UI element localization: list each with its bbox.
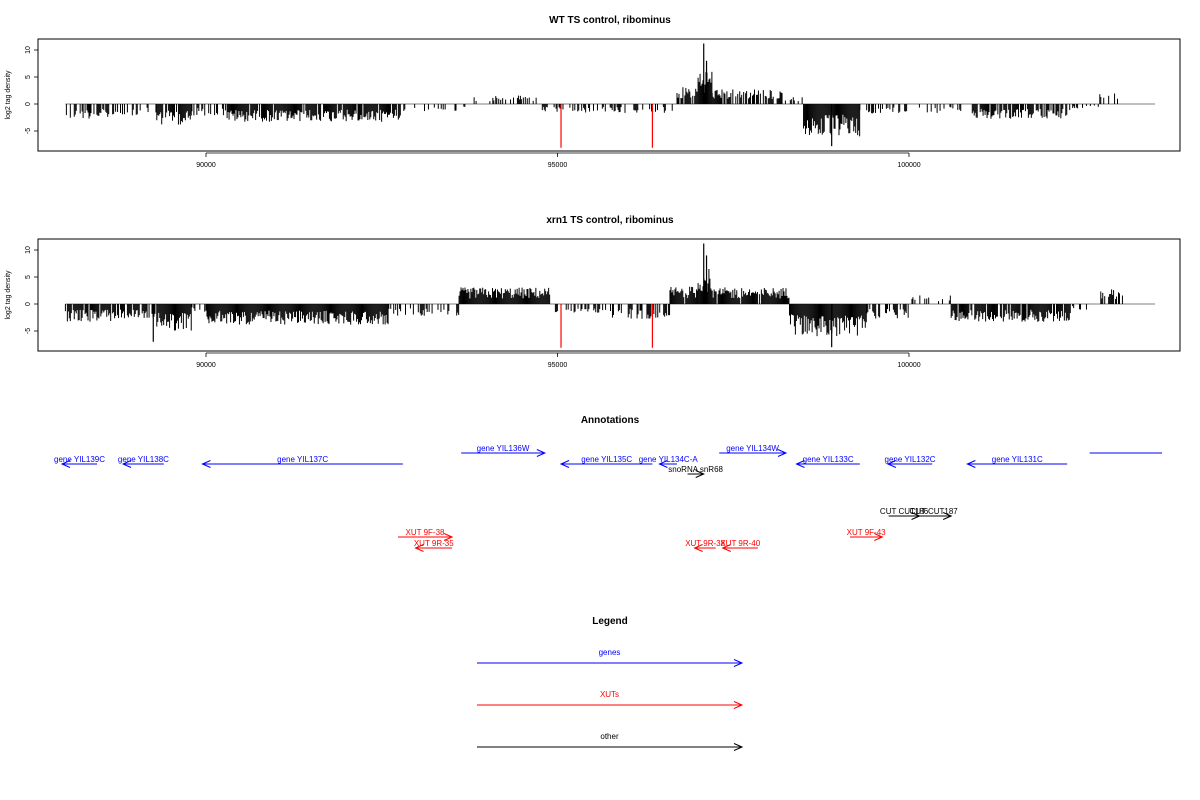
feature-label: gene YIL132C	[885, 455, 936, 464]
arrowhead-left-icon	[795, 460, 805, 468]
feature-label: XUT 9R-35	[414, 539, 454, 548]
annotations-track: Annotations gene YIL139C gene YIL138C gene…	[54, 415, 1163, 552]
y-tick-label: 10	[25, 246, 32, 254]
legend: Legend genes XUTs other	[477, 616, 744, 751]
y-axis-label: log2 tag density	[5, 270, 12, 320]
arrowhead-left-icon	[721, 544, 731, 552]
track-xrn1: xrn1 TS control, ribominus log2 tag dens…	[5, 215, 1181, 369]
feature-label: gene YIL134W	[726, 444, 779, 453]
x-tick-label: 95000	[548, 362, 568, 369]
feature-xut-9f-38: XUT 9F-38	[397, 528, 454, 541]
legend-label: other	[600, 732, 619, 741]
legend-label: genes	[599, 648, 621, 657]
feature-gene-yil132c: gene YIL132C	[885, 455, 936, 468]
y-tick-label: 0	[25, 302, 32, 306]
feature-gene-yil131c: gene YIL131C	[966, 455, 1068, 468]
y-tick-label: 10	[25, 46, 32, 54]
feature-label: snoRNA snR68	[668, 465, 723, 474]
feature-label: gene YIL131C	[992, 455, 1043, 464]
feature-xut-9r-40: XUT 9R-40	[720, 539, 761, 552]
arrowhead-right-icon	[942, 512, 953, 520]
arrowhead-left-icon	[559, 460, 570, 468]
feature-xut-9r-35: XUT 9R-35	[414, 539, 454, 552]
feature-label: gene YIL133C	[803, 455, 854, 464]
feature-gene-yil133c: gene YIL133C	[795, 455, 860, 468]
annotations-title: Annotations	[581, 415, 640, 426]
y-tick-label: -5	[25, 328, 32, 334]
signal-bars	[64, 243, 1123, 348]
feature-label: gene YIL134C-A	[639, 455, 699, 464]
y-axis-label: log2 tag density	[5, 70, 12, 120]
feature-label: XUT 9R-38	[685, 539, 725, 548]
feature-label: gene YIL135C	[581, 455, 632, 464]
feature-label: XUT 9R-40	[720, 539, 760, 548]
feature-xut-9f-43: XUT 9F-43	[847, 528, 887, 541]
y-tick-label: 0	[25, 102, 32, 106]
plot-frame	[37, 238, 1181, 352]
arrowhead-right-icon	[733, 743, 744, 751]
arrowhead-left-icon	[121, 460, 132, 468]
y-tick-label: 5	[25, 75, 32, 79]
feature-label: XUT 9F-38	[405, 528, 445, 537]
feature-gene-yil134c-a: gene YIL134C-A	[639, 455, 699, 468]
feature-label: gene YIL139C	[54, 455, 105, 464]
legend-label: XUTs	[600, 690, 619, 699]
arrowhead-right-icon	[536, 449, 547, 457]
feature-gene-yil135c: gene YIL135C	[559, 455, 653, 468]
y-tick-label: -5	[25, 128, 32, 134]
track-title: xrn1 TS control, ribominus	[546, 215, 674, 226]
legend-item-other: other	[477, 732, 744, 751]
arrowhead-left-icon	[886, 460, 897, 468]
feature-label: gene YIL138C	[118, 455, 169, 464]
feature-gene-yil134w: gene YIL134W	[719, 444, 788, 457]
plot-frame	[37, 38, 1181, 152]
x-tick-label: 100000	[897, 162, 920, 169]
feature-gene-yil139c: gene YIL139C	[54, 455, 105, 468]
feature-gene-yil137c: gene YIL137C	[201, 455, 403, 468]
y-tick-label: 5	[25, 275, 32, 279]
track-title: WT TS control, ribominus	[549, 15, 671, 26]
arrowhead-left-icon	[693, 544, 703, 552]
feature-label: CUT CUT187	[909, 507, 958, 516]
feature-cut-cut187: CUT CUT187	[909, 507, 958, 520]
track-wt: WT TS control, ribominus log2 tag densit…	[5, 15, 1181, 169]
x-tick-label: 90000	[196, 362, 216, 369]
feature-label: gene YIL137C	[277, 455, 328, 464]
signal-bars	[65, 43, 1119, 148]
arrowhead-left-icon	[966, 460, 976, 468]
legend-item-genes: genes	[477, 648, 744, 667]
arrowhead-right-icon	[733, 701, 744, 709]
legend-item-xuts: XUTs	[477, 690, 744, 709]
feature-snorna-snr68: snoRNA snR68	[668, 465, 724, 478]
feature-xut-9r-38: XUT 9R-38	[685, 539, 726, 552]
arrowhead-left-icon	[201, 460, 211, 468]
arrowhead-left-icon	[414, 544, 424, 552]
arrowhead-left-icon	[60, 460, 71, 468]
x-tick-label: 90000	[196, 162, 216, 169]
feature-gene-yil138c: gene YIL138C	[118, 455, 169, 468]
arrowhead-left-icon	[658, 460, 668, 468]
feature-label: CUT CUT186	[880, 507, 929, 516]
arrowhead-right-icon	[733, 659, 744, 667]
arrowhead-right-icon	[695, 470, 705, 478]
arrowhead-right-icon	[777, 449, 788, 457]
arrowhead-right-icon	[874, 533, 884, 541]
feature-label: gene YIL136W	[477, 444, 530, 453]
x-tick-label: 95000	[548, 162, 568, 169]
feature-gene-yil136w: gene YIL136W	[461, 444, 547, 457]
arrowhead-right-icon	[443, 533, 454, 541]
feature-label: XUT 9F-43	[847, 528, 887, 537]
legend-title: Legend	[592, 616, 628, 627]
x-tick-label: 100000	[897, 362, 920, 369]
